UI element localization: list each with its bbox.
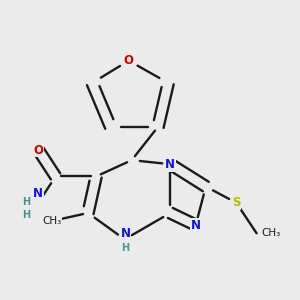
Text: CH₃: CH₃	[42, 216, 61, 226]
Text: H: H	[22, 210, 30, 220]
Text: N: N	[191, 219, 201, 232]
Text: O: O	[124, 54, 134, 67]
Text: CH₃: CH₃	[262, 228, 281, 238]
Text: H: H	[122, 244, 130, 254]
Text: H: H	[22, 197, 30, 207]
Text: O: O	[33, 143, 43, 157]
Text: N: N	[33, 187, 43, 200]
Text: N: N	[165, 158, 175, 171]
Text: S: S	[232, 196, 241, 209]
Text: N: N	[121, 227, 130, 240]
